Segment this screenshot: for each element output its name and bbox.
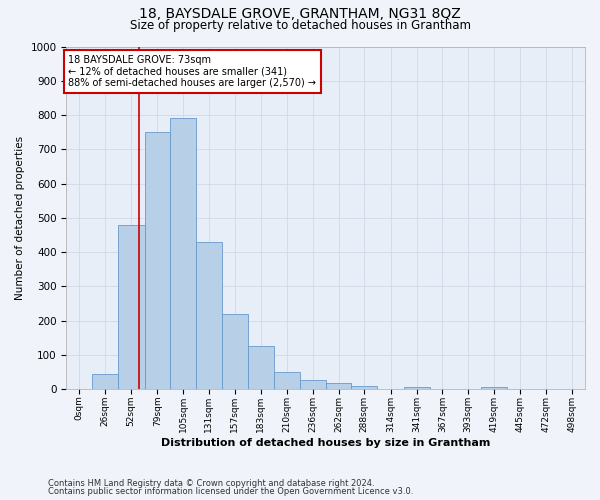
Bar xyxy=(145,132,170,390)
Bar xyxy=(196,242,222,390)
Y-axis label: Number of detached properties: Number of detached properties xyxy=(15,136,25,300)
Text: 18 BAYSDALE GROVE: 73sqm
← 12% of detached houses are smaller (341)
88% of semi-: 18 BAYSDALE GROVE: 73sqm ← 12% of detach… xyxy=(68,55,316,88)
Bar xyxy=(300,380,326,390)
Text: Contains public sector information licensed under the Open Government Licence v3: Contains public sector information licen… xyxy=(48,487,413,496)
Bar xyxy=(248,346,274,390)
Bar xyxy=(274,372,300,390)
Bar xyxy=(222,314,248,390)
X-axis label: Distribution of detached houses by size in Grantham: Distribution of detached houses by size … xyxy=(161,438,490,448)
Text: Size of property relative to detached houses in Grantham: Size of property relative to detached ho… xyxy=(130,18,470,32)
Bar xyxy=(170,118,196,390)
Bar xyxy=(481,386,507,390)
Bar xyxy=(92,374,118,390)
Bar xyxy=(404,386,430,390)
Bar xyxy=(326,384,352,390)
Bar xyxy=(118,225,145,390)
Text: Contains HM Land Registry data © Crown copyright and database right 2024.: Contains HM Land Registry data © Crown c… xyxy=(48,478,374,488)
Text: 18, BAYSDALE GROVE, GRANTHAM, NG31 8QZ: 18, BAYSDALE GROVE, GRANTHAM, NG31 8QZ xyxy=(139,8,461,22)
Bar xyxy=(352,386,377,390)
